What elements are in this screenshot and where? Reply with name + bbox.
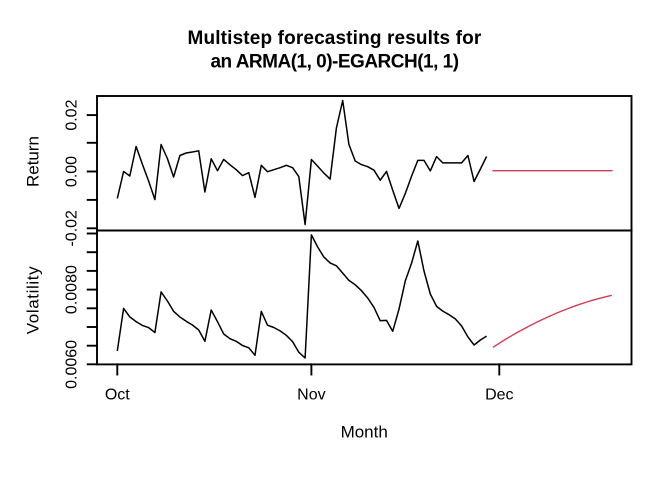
svg-text:Return: Return [24, 136, 43, 187]
svg-text:Volatility: Volatility [24, 266, 43, 334]
svg-text:an ARMA(1, 0)-EGARCH(1, 1): an ARMA(1, 0)-EGARCH(1, 1) [210, 52, 458, 73]
svg-text:0.0060: 0.0060 [64, 340, 81, 389]
svg-text:Month: Month [341, 423, 388, 442]
svg-text:Nov: Nov [297, 387, 325, 404]
svg-text:0.00: 0.00 [64, 156, 81, 187]
svg-text:0.02: 0.02 [64, 99, 81, 130]
svg-text:0.0080: 0.0080 [64, 265, 81, 314]
svg-text:-0.02: -0.02 [64, 210, 81, 247]
svg-text:Multistep forecasting results: Multistep forecasting results for [188, 28, 482, 49]
svg-text:Dec: Dec [485, 387, 513, 404]
svg-text:Oct: Oct [105, 387, 130, 404]
